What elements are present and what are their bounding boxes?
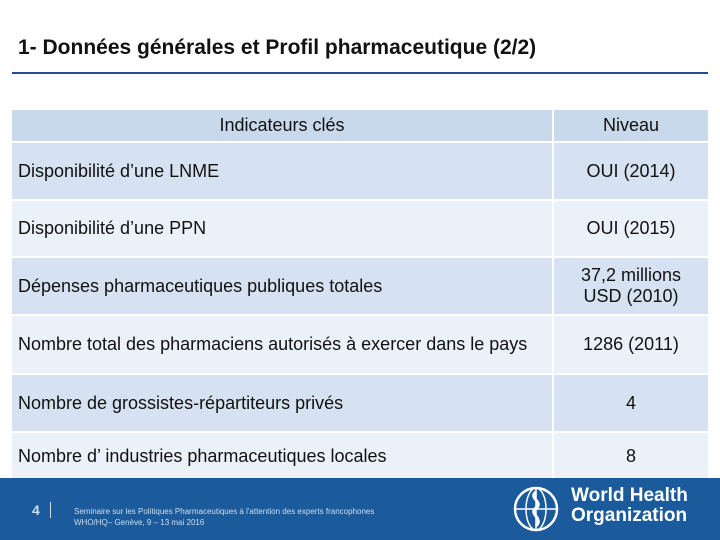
indicator-cell: Disponibilité d’une LNME: [12, 143, 552, 199]
org-name: World Health Organization: [571, 486, 688, 526]
header-cell: Niveau: [554, 110, 708, 141]
title-rule: [12, 72, 708, 74]
page-number: 4: [32, 502, 40, 518]
header-cell: Indicateurs clés: [12, 110, 552, 141]
level-cell: 1286 (2011): [554, 316, 708, 373]
header-row: Indicateurs clés Niveau: [12, 110, 708, 141]
level-cell: OUI (2014): [554, 143, 708, 199]
level-cell: 8: [554, 433, 708, 479]
footer-note: Seminaire sur les Politiques Pharmaceuti…: [74, 506, 394, 528]
table-row: Dépenses pharmaceutiques publiques total…: [12, 258, 708, 314]
table-row: Nombre total des pharmaciens autorisés à…: [12, 316, 708, 373]
table: Indicateurs clés Niveau Disponibilité d’…: [12, 110, 708, 481]
page-separator: [50, 502, 51, 518]
footer: 4 Seminaire sur les Politiques Pharmaceu…: [0, 478, 720, 540]
footer-note-line: Seminaire sur les Politiques Pharmaceuti…: [74, 507, 375, 516]
indicator-cell: Disponibilité d’une PPN: [12, 201, 552, 256]
indicator-cell: Nombre d’ industries pharmaceutiques loc…: [12, 433, 552, 479]
indicator-cell: Nombre de grossistes-répartiteurs privés: [12, 375, 552, 431]
org-name-line: Organization: [571, 505, 688, 526]
level-cell: OUI (2015): [554, 201, 708, 256]
indicator-cell: Dépenses pharmaceutiques publiques total…: [12, 258, 552, 314]
level-cell: 37,2 millions USD (2010): [554, 258, 708, 314]
who-emblem: [513, 486, 559, 532]
slide-title: 1- Données générales et Profil pharmaceu…: [18, 36, 537, 59]
table-row: Nombre d’ industries pharmaceutiques loc…: [12, 433, 708, 479]
table-row: Nombre de grossistes-répartiteurs privés…: [12, 375, 708, 431]
level-cell: 4: [554, 375, 708, 431]
table-row: Disponibilité d’une LNME OUI (2014): [12, 143, 708, 199]
indicator-cell: Nombre total des pharmaciens autorisés à…: [12, 316, 552, 373]
table-row: Disponibilité d’une PPN OUI (2015): [12, 201, 708, 256]
org-name-line: World Health: [571, 485, 688, 506]
footer-note-line: WHO/HQ– Genève, 9 – 13 mai 2016: [74, 518, 205, 527]
